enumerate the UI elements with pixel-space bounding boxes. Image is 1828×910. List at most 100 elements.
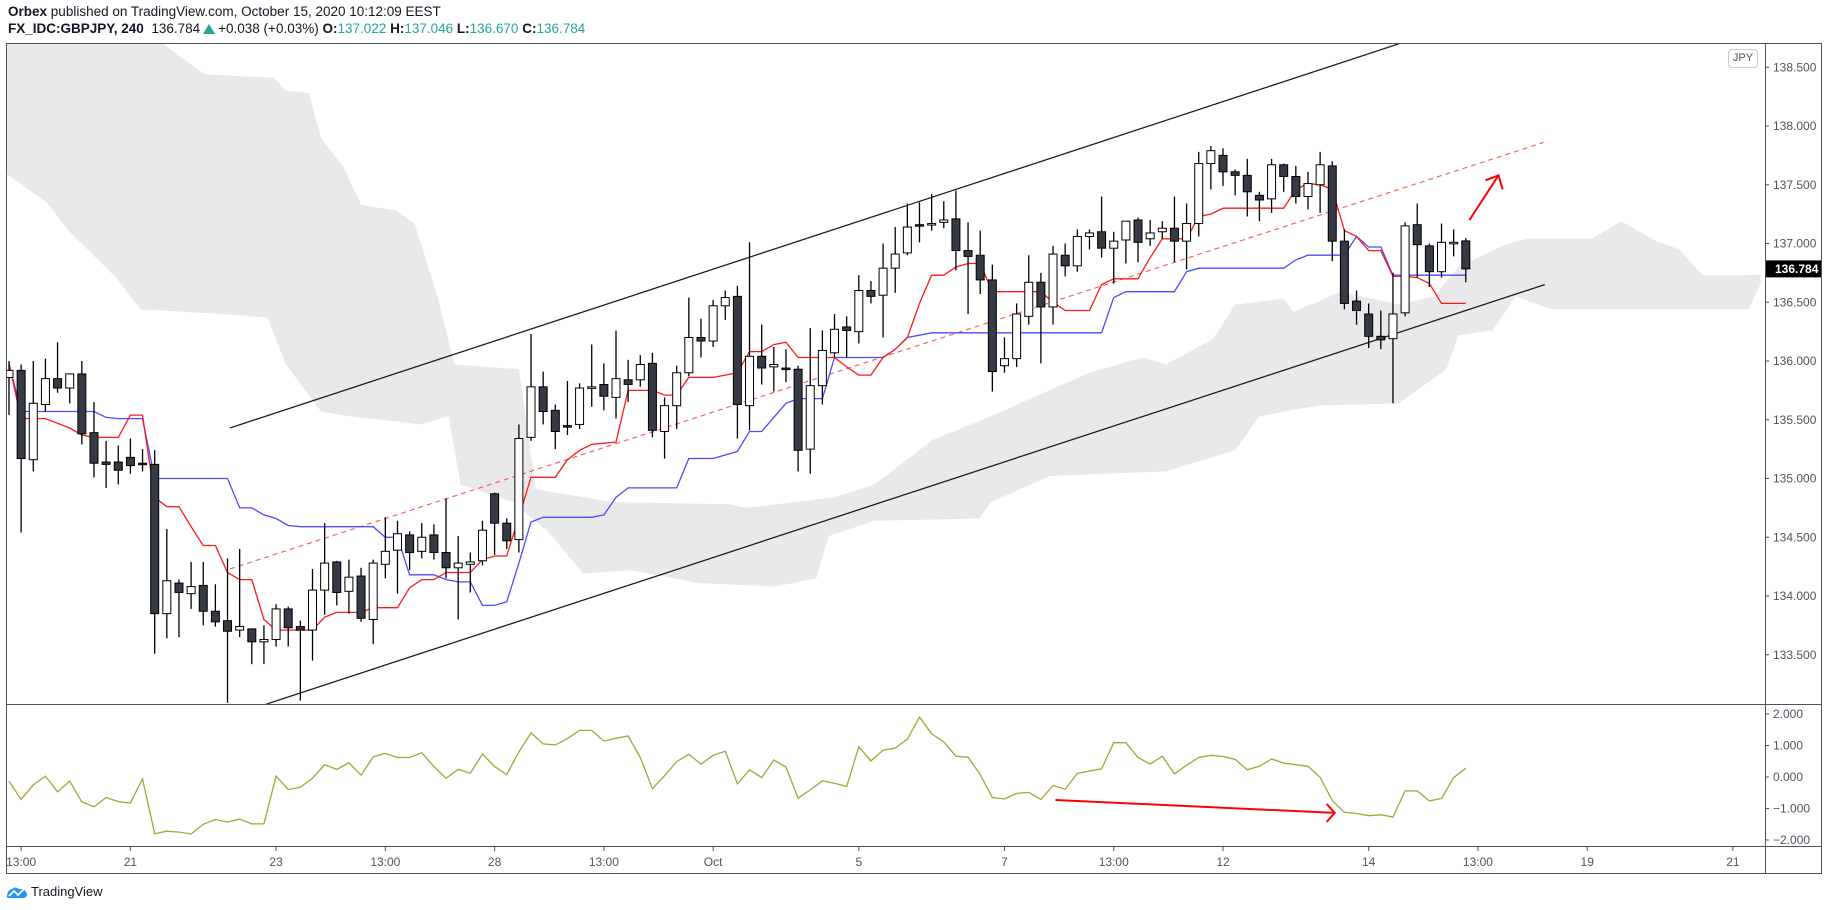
candle-body-up <box>817 349 827 387</box>
candle-body-up <box>939 219 949 223</box>
time-tick-label: 19 <box>1581 855 1595 869</box>
candle <box>732 285 742 439</box>
candle <box>380 517 390 579</box>
candle <box>975 230 985 295</box>
candle-body-up <box>672 372 682 407</box>
candle <box>1327 161 1337 262</box>
candle <box>817 330 827 405</box>
tradingview-logo[interactable]: TradingView <box>6 884 103 899</box>
candle-body-down <box>1352 300 1362 311</box>
candle <box>660 397 670 459</box>
price-tick-label: 138.000 <box>1773 119 1817 133</box>
candle-body-up <box>477 529 487 562</box>
candle <box>356 567 366 622</box>
candle-body-down <box>1036 281 1046 308</box>
oscillator-axis[interactable]: 2.000 1.000 0.000 −1.000 −2.000 <box>1765 707 1810 847</box>
candle-body-down <box>1291 176 1301 197</box>
candle-body-up <box>1303 183 1313 197</box>
candle-body-up <box>1194 163 1204 225</box>
channel-upper-line[interactable] <box>229 44 1400 429</box>
candle <box>1157 221 1167 239</box>
candle-body-up <box>587 386 597 389</box>
candle-body-up <box>259 638 269 643</box>
candle-body-down <box>915 224 924 227</box>
candle <box>16 364 26 533</box>
candle <box>1072 229 1082 272</box>
candle <box>1097 196 1107 258</box>
candle <box>235 549 245 638</box>
candle <box>1060 243 1070 277</box>
candle-body-down <box>16 369 26 460</box>
symbol-name[interactable]: FX_IDC:GBPJPY, 240 <box>8 21 144 36</box>
candle <box>295 620 305 701</box>
time-tick-label: 13:00 <box>1099 855 1129 869</box>
last-price: 136.784 <box>151 21 201 36</box>
candle-body-up <box>1109 240 1119 249</box>
candle-body-down <box>1254 194 1264 201</box>
up-arrow-annotation[interactable] <box>1468 174 1504 221</box>
candle-body-down <box>247 628 257 643</box>
candle-body-down <box>1133 219 1143 243</box>
candle-body-up <box>1121 220 1131 241</box>
candle <box>963 222 973 314</box>
candle-body-down <box>1242 174 1252 193</box>
candle <box>587 344 597 407</box>
divergence-arrow-annotation[interactable] <box>1055 798 1337 823</box>
candle-body-down <box>125 456 135 467</box>
oscillator-tick-label: 2.000 <box>1773 707 1803 721</box>
candle-body-down <box>429 534 439 554</box>
candle <box>1291 165 1301 204</box>
candle-body-down <box>647 362 657 431</box>
candle-body-up <box>7 369 14 378</box>
candle-body-down <box>757 355 767 369</box>
candle <box>915 202 924 243</box>
candle <box>647 352 657 438</box>
candle-body-down <box>198 584 208 612</box>
candle-body-up <box>1024 281 1034 317</box>
candle <box>392 520 402 594</box>
candle <box>890 227 900 293</box>
currency-badge[interactable]: JPY <box>1728 49 1758 68</box>
candle-body-up <box>1437 241 1447 273</box>
candle <box>465 552 475 593</box>
candle-body-up <box>1012 313 1022 360</box>
candle-body-up <box>368 562 378 620</box>
high-label: H: <box>390 21 405 36</box>
oscillator-tick-label: 0.000 <box>1773 770 1803 784</box>
candle-body-up <box>453 562 463 569</box>
oscillator-tick-label: −1.000 <box>1773 802 1810 816</box>
candle <box>1218 148 1228 186</box>
candle-body-up <box>878 267 888 296</box>
candle-body-down <box>1412 224 1422 246</box>
candle <box>7 361 14 416</box>
channel-lower-line[interactable] <box>266 284 1545 704</box>
time-tick-label: 5 <box>855 855 862 869</box>
time-tick-label: 13:00 <box>6 855 36 869</box>
candle-body-down <box>781 367 791 371</box>
candle <box>1024 255 1034 325</box>
candle <box>1182 203 1192 270</box>
candle <box>77 361 87 445</box>
candle <box>1437 223 1447 278</box>
candle <box>138 449 148 472</box>
time-axis[interactable]: 13:00 21 23 13:00 28 13:00 Oct 5 7 13:00 12 14 13:00… <box>6 847 1740 869</box>
candle <box>526 333 536 441</box>
candle-body-down <box>113 461 123 471</box>
candle <box>927 194 937 231</box>
candle-body-up <box>526 386 536 438</box>
high-value: 137.046 <box>404 21 454 36</box>
low-label: L: <box>456 21 470 36</box>
candle-body-down <box>490 493 500 524</box>
divergence-arrow-head-icon <box>1325 803 1337 823</box>
candle-body-down <box>1461 240 1471 270</box>
price-tick-label: 134.500 <box>1773 530 1817 544</box>
chart-frame <box>6 43 1822 874</box>
up-arrow-head-icon <box>1485 174 1504 190</box>
candle-body-down <box>174 582 184 593</box>
candle <box>502 518 512 549</box>
price-tick-label: 138.500 <box>1773 60 1817 74</box>
price-axis[interactable]: 138.500 138.000 137.500 137.000 136.500 136.0… <box>1765 60 1817 662</box>
candle-body-up <box>465 561 475 565</box>
divergence-arrow-shaft <box>1055 798 1335 814</box>
